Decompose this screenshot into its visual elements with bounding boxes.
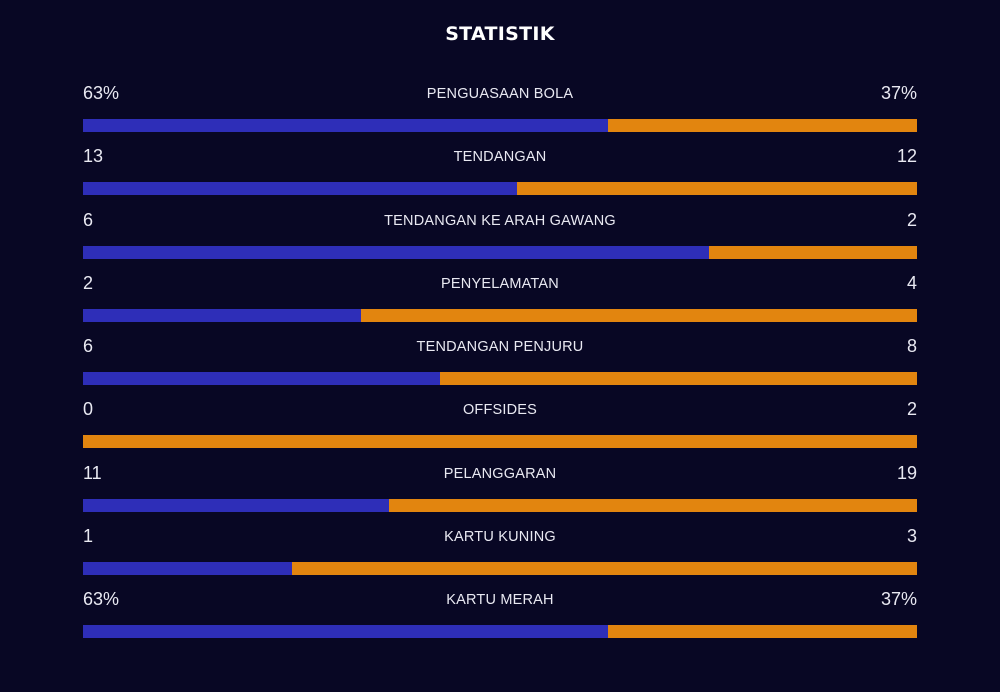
home-bar-segment	[83, 308, 361, 322]
away-bar-segment	[388, 498, 917, 512]
away-bar-segment	[608, 119, 917, 132]
home-value: 0	[83, 399, 94, 420]
stat-bar	[83, 119, 917, 132]
stat-row: 13 TENDANGAN 12	[83, 143, 917, 206]
stat-bar	[83, 498, 917, 512]
stat-label: OFFSIDES	[462, 402, 538, 419]
away-bar-segment	[440, 372, 917, 386]
stat-label: TENDANGAN PENJURU	[416, 339, 584, 356]
stat-label: PELANGGARAN	[443, 465, 557, 482]
home-value: 63%	[83, 589, 120, 610]
home-bar-segment	[83, 245, 709, 259]
away-value: 2	[906, 209, 917, 230]
stat-row: 0 OFFSIDES 2	[83, 396, 917, 459]
stat-bar	[83, 625, 917, 639]
stat-bar	[83, 245, 917, 259]
stat-label: TENDANGAN	[453, 149, 547, 166]
away-bar-segment	[83, 435, 917, 449]
stat-row: 6 TENDANGAN PENJURU 8	[83, 333, 917, 396]
home-value: 2	[83, 272, 94, 293]
home-bar-segment	[83, 119, 609, 132]
home-value: 13	[83, 146, 104, 167]
stat-bar	[83, 182, 917, 196]
away-value: 3	[906, 526, 917, 547]
away-value: 37%	[880, 589, 917, 610]
away-bar-segment	[291, 562, 917, 576]
stat-bar	[83, 562, 917, 576]
stat-row: 6 TENDANGAN KE ARAH GAWANG 2	[83, 207, 917, 270]
home-value: 11	[83, 462, 102, 483]
away-value: 2	[906, 399, 917, 420]
stat-label: KARTU MERAH	[446, 592, 554, 609]
page-title: STATISTIK	[445, 23, 555, 45]
home-value: 63%	[83, 83, 120, 103]
stat-row: 1 KARTU KUNING 3	[83, 523, 917, 586]
home-value: 6	[83, 209, 94, 230]
home-bar-segment	[83, 372, 441, 386]
away-bar-segment	[608, 625, 917, 639]
stat-label: TENDANGAN KE ARAH GAWANG	[384, 212, 616, 229]
away-value: 12	[896, 146, 917, 167]
home-bar-segment	[83, 498, 389, 512]
away-value: 4	[906, 272, 917, 293]
away-bar-segment	[708, 245, 917, 259]
stat-bar	[83, 372, 917, 386]
away-value: 19	[896, 462, 917, 483]
home-value: 6	[83, 336, 94, 357]
stat-rows: 63% PENGUASAAN BOLA 37% 13 TENDANGAN 12 6 TENDA…	[83, 80, 917, 650]
stat-row: 11 PELANGGARAN 19	[83, 460, 917, 523]
stat-row: 63% KARTU MERAH 37%	[83, 586, 917, 649]
home-bar-segment	[83, 625, 609, 639]
stat-label: PENYELAMATAN	[441, 275, 559, 292]
away-bar-segment	[516, 182, 917, 196]
away-bar-segment	[360, 308, 917, 322]
stat-label: PENGUASAAN BOLA	[426, 86, 574, 102]
stat-row: 63% PENGUASAAN BOLA 37%	[83, 80, 917, 143]
away-value: 37%	[880, 83, 917, 103]
away-value: 8	[906, 336, 917, 357]
stat-bar	[83, 308, 917, 322]
stat-label: KARTU KUNING	[444, 529, 556, 546]
home-value: 1	[83, 526, 94, 547]
home-bar-segment	[83, 562, 292, 576]
home-bar-segment	[83, 182, 517, 196]
stat-row: 2 PENYELAMATAN 4	[83, 270, 917, 333]
stat-bar	[83, 435, 917, 449]
